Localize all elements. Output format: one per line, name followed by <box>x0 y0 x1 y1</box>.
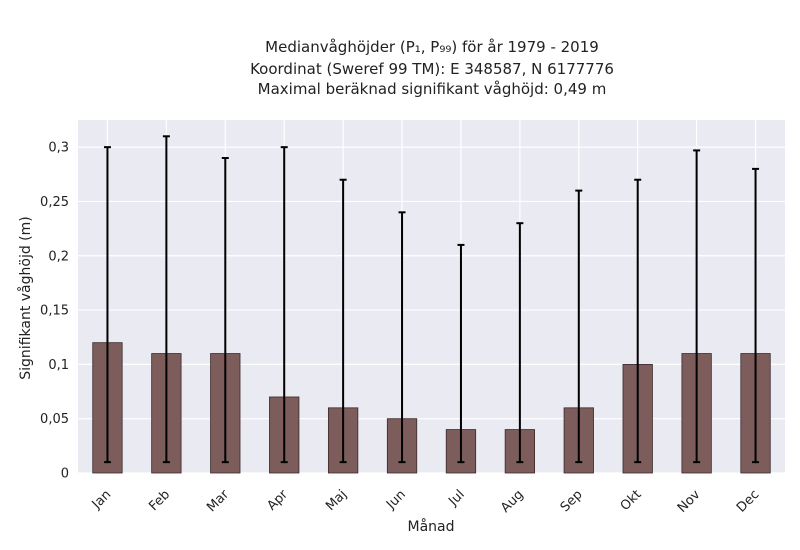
y-tick-label: 0,25 <box>40 195 69 210</box>
x-tick-label: Nov <box>675 487 704 516</box>
x-tick-label: Jun <box>383 487 409 513</box>
x-tick-label: Apr <box>265 487 292 514</box>
x-tick-label: Mar <box>204 487 232 515</box>
error-bar-jan <box>103 146 111 464</box>
chart-title-line-3: Maximal beräknad signifikant våghöjd: 0,… <box>258 80 607 98</box>
error-bar-maj <box>339 178 347 464</box>
x-tick-label: Maj <box>323 487 350 514</box>
x-tick-label: Jul <box>445 487 467 509</box>
error-bar-apr <box>280 146 288 464</box>
error-bar-jul <box>457 243 465 464</box>
error-bar-nov <box>693 149 701 464</box>
chart-title: Medianvåghöjder (P₁, P₉₉) för år 1979 - … <box>250 38 614 98</box>
y-tick-label: 0 <box>61 467 69 482</box>
chart-title-line-2: Koordinat (Sweref 99 TM): E 348587, N 61… <box>250 60 614 78</box>
x-tick-label: Dec <box>734 487 762 515</box>
x-tick-label: Sep <box>558 487 586 515</box>
x-tick-label: Aug <box>498 487 527 516</box>
error-bar-sep <box>575 189 583 464</box>
chart-title-line-1: Medianvåghöjder (P₁, P₉₉) för år 1979 - … <box>265 38 599 56</box>
error-bar-feb <box>162 135 170 464</box>
y-tick-label: 0,2 <box>48 249 69 264</box>
y-axis-ticks: 0 0,05 0,1 0,15 0,2 0,25 0,3 <box>40 141 69 482</box>
y-axis-label: Signifikant våghöjd (m) <box>17 216 34 379</box>
error-bar-mar <box>221 157 229 464</box>
error-bar-jun <box>398 211 406 464</box>
y-tick-label: 0,1 <box>48 358 69 373</box>
y-tick-label: 0,05 <box>40 412 69 427</box>
x-axis-label: Månad <box>408 518 455 535</box>
x-tick-label: Jan <box>89 487 114 512</box>
error-bar-aug <box>516 222 524 464</box>
error-bars <box>103 135 760 464</box>
y-tick-label: 0,3 <box>48 141 69 156</box>
x-tick-label: Feb <box>146 487 173 514</box>
error-bar-dec <box>752 167 760 464</box>
error-bar-okt <box>634 178 642 464</box>
x-axis-ticks: Jan Feb Mar Apr Maj Jun Jul Aug Sep Okt Nov Dec <box>89 487 763 516</box>
x-tick-label: Okt <box>618 487 645 514</box>
y-tick-label: 0,15 <box>40 304 69 319</box>
plot-area <box>78 120 785 473</box>
